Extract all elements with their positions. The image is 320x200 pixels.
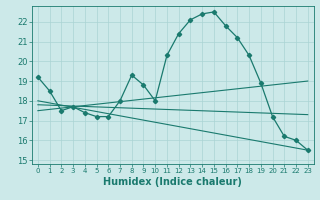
X-axis label: Humidex (Indice chaleur): Humidex (Indice chaleur) [103, 177, 242, 187]
